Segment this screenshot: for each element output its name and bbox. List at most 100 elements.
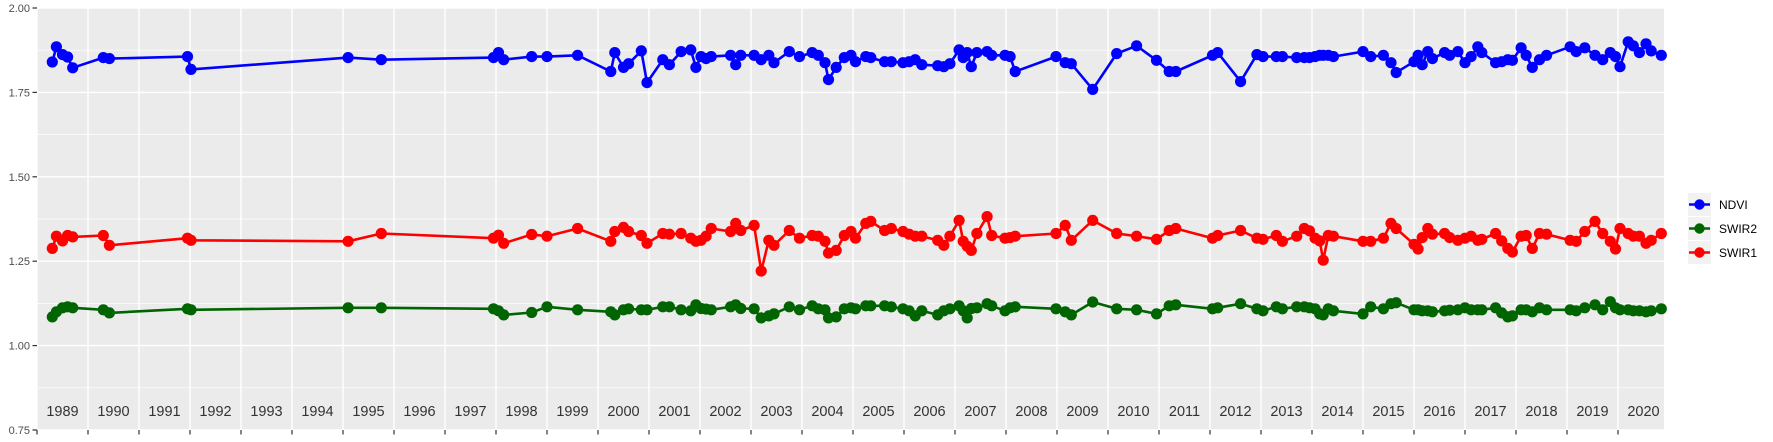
- series-SWIR1-point: [1317, 254, 1329, 266]
- series-SWIR2-point: [1111, 303, 1123, 315]
- x-axis-label: 2006: [913, 404, 945, 420]
- series-NDVI-point: [1150, 54, 1163, 66]
- series-NDVI-point: [1526, 61, 1538, 73]
- series-SWIR2-point: [1131, 304, 1143, 316]
- series-NDVI-point: [830, 61, 842, 73]
- series-SWIR1-point: [865, 215, 877, 227]
- series-NDVI-point: [1111, 48, 1123, 60]
- series-NDVI-point: [498, 54, 510, 66]
- series-NDVI-point: [971, 47, 983, 59]
- x-axis-label: 2011: [1169, 404, 1200, 420]
- x-axis-label: 2009: [1066, 404, 1098, 420]
- series-SWIR1-point: [1111, 227, 1123, 240]
- series-SWIR2-point: [526, 306, 538, 319]
- x-axis: 1989 1990 1991 1992 1993 1994 1995 1996 1997 1998…: [36, 404, 1660, 435]
- series-SWIR1-point: [1496, 235, 1508, 247]
- series-NDVI-point: [1131, 40, 1143, 52]
- series-SWIR1-point: [735, 224, 747, 237]
- legend-label-swir2: SWIR2: [1719, 221, 1758, 236]
- series-NDVI-point: [768, 57, 780, 69]
- series-SWIR1-point: [705, 222, 717, 235]
- x-axis-label: 1992: [199, 404, 231, 420]
- series-NDVI-point: [1377, 49, 1389, 61]
- series-SWIR1-point: [541, 230, 553, 242]
- series-SWIR1-point: [675, 227, 687, 240]
- series-SWIR2-point: [986, 300, 998, 312]
- series-NDVI-point: [609, 47, 621, 59]
- series-SWIR2-point: [1212, 302, 1224, 314]
- x-axis-label: 1998: [505, 404, 537, 420]
- series-SWIR1-point: [623, 225, 635, 238]
- series-NDVI-point: [1609, 51, 1622, 63]
- series-SWIR1-point: [793, 232, 806, 244]
- series-SWIR1-point: [67, 231, 79, 243]
- series-SWIR1-point: [916, 230, 928, 242]
- series-SWIR1-point: [1416, 232, 1428, 244]
- series-SWIR1-point: [572, 222, 584, 235]
- x-axis-label: 2014: [1321, 404, 1353, 420]
- series-SWIR2-point: [1426, 306, 1438, 318]
- x-axis-label: 1989: [46, 404, 78, 420]
- series-SWIR2-point: [1645, 305, 1657, 317]
- series-SWIR1-point: [1579, 225, 1591, 238]
- series-NDVI-point: [635, 45, 647, 57]
- series-NDVI-point: [685, 44, 697, 56]
- x-axis-label: 2015: [1372, 404, 1404, 420]
- series-NDVI-point: [705, 51, 717, 63]
- series-NDVI-point: [1416, 59, 1428, 71]
- series-SWIR2-point: [748, 303, 760, 315]
- series-SWIR1-point: [1170, 222, 1182, 235]
- series-SWIR2-point: [675, 304, 687, 316]
- series-NDVI-point: [1390, 66, 1402, 79]
- series-SWIR2-point: [705, 304, 717, 316]
- series-NDVI-point: [1614, 61, 1626, 73]
- series-SWIR2-point: [1579, 302, 1591, 314]
- series-NDVI-point: [572, 49, 584, 61]
- series-SWIR2-point: [1476, 304, 1488, 316]
- series-SWIR1-point: [526, 228, 538, 241]
- series-SWIR1-point: [492, 229, 505, 241]
- series-NDVI-point: [1452, 46, 1464, 58]
- series-NDVI-point: [1541, 49, 1553, 61]
- series-SWIR1-point: [1131, 230, 1143, 242]
- x-axis-label: 2018: [1525, 404, 1557, 420]
- series-SWIR1-point: [605, 235, 617, 247]
- series-SWIR1-point: [1655, 227, 1667, 240]
- series-SWIR2-point: [67, 302, 79, 314]
- series-NDVI-point: [185, 63, 197, 75]
- series-NDVI-point: [1009, 65, 1021, 78]
- series-SWIR1-point: [1609, 243, 1622, 255]
- series-SWIR1-point: [1065, 234, 1077, 246]
- x-axis-label: 2000: [607, 404, 639, 420]
- series-NDVI-point: [1655, 49, 1667, 61]
- series-NDVI-point: [986, 49, 998, 61]
- x-axis-label: 1991: [148, 404, 180, 420]
- series-NDVI-point: [623, 58, 635, 70]
- series-SWIR1-point: [1589, 215, 1601, 227]
- series-SWIR1-point: [1357, 235, 1369, 247]
- series-SWIR2-point: [1541, 304, 1553, 316]
- series-SWIR1-point: [1150, 233, 1163, 245]
- series-SWIR1-point: [1490, 227, 1502, 240]
- series-SWIR1-point: [663, 228, 676, 240]
- y-axis-label: 1.25: [9, 256, 30, 268]
- series-SWIR2-point: [375, 302, 387, 314]
- series-SWIR2-point: [735, 302, 747, 315]
- x-axis-label: 2003: [760, 404, 792, 420]
- series-SWIR2-point: [1357, 308, 1369, 320]
- legend-key-swir2: [1688, 217, 1711, 240]
- series-NDVI-point: [663, 59, 676, 71]
- series-NDVI-point: [1412, 49, 1424, 61]
- series-SWIR2-point: [1150, 308, 1163, 320]
- series-NDVI-point: [1465, 51, 1477, 63]
- x-axis-label: 2019: [1576, 404, 1608, 420]
- series-NDVI-point: [1050, 51, 1062, 63]
- series-SWIR1-point: [1327, 230, 1339, 242]
- series-SWIR2-point: [944, 303, 956, 315]
- series-NDVI-point: [1597, 54, 1609, 66]
- series-NDVI-point: [1170, 65, 1182, 78]
- series-SWIR2-point: [1087, 296, 1099, 308]
- series-SWIR1-point: [885, 222, 897, 235]
